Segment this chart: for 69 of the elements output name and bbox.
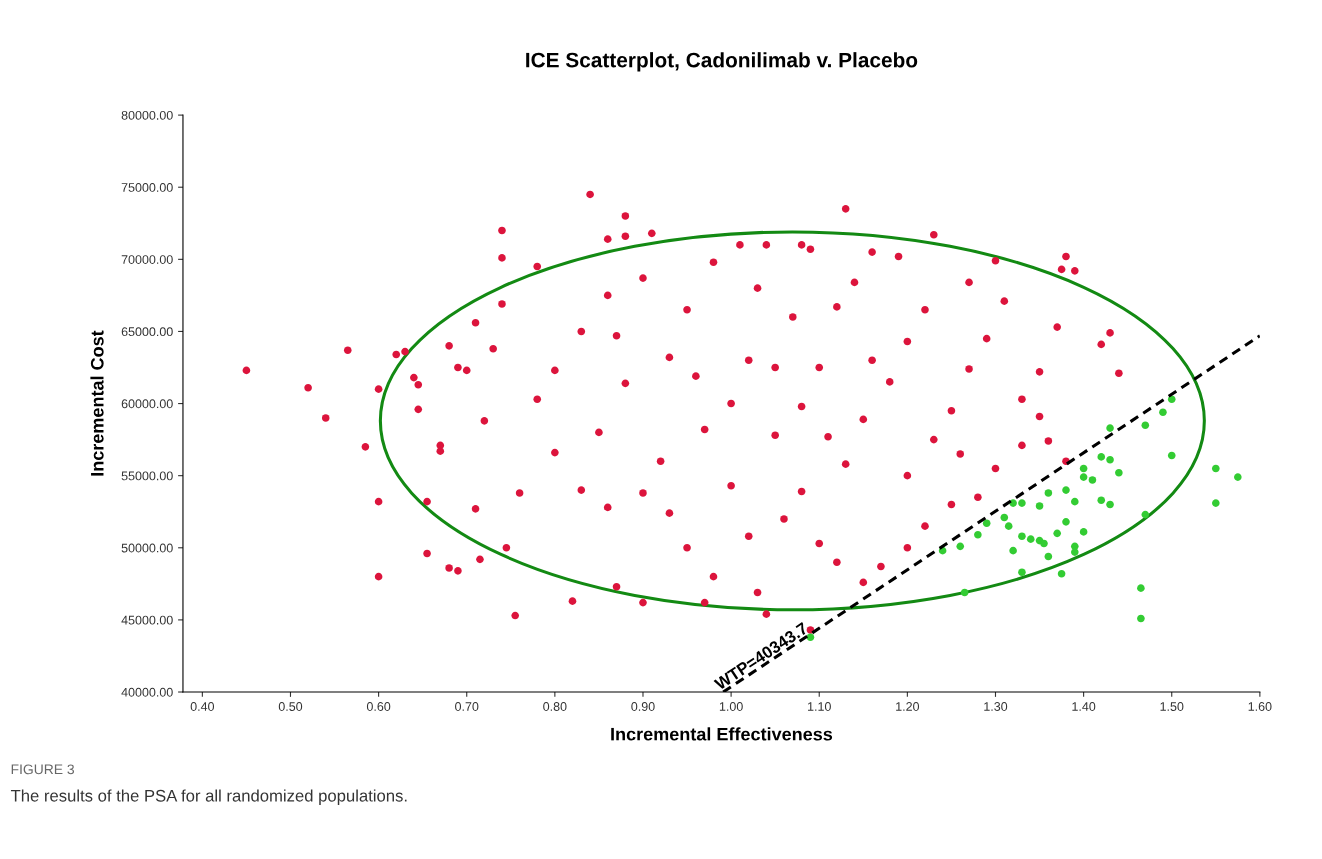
x-tick-label: 0.90: [631, 702, 655, 711]
point: [1234, 473, 1242, 481]
point: [1009, 499, 1017, 507]
y-tick-label: 50000.00: [121, 543, 173, 553]
point: [1106, 456, 1114, 464]
point: [1212, 499, 1220, 507]
point: [1062, 518, 1070, 526]
point: [956, 542, 965, 551]
point: [1071, 542, 1079, 551]
point: [1137, 614, 1145, 623]
text: The results of the PSA for all randomized populations.: [10, 789, 407, 805]
point: [806, 633, 815, 642]
x-tick-label: 0.40: [190, 702, 215, 711]
point: [982, 519, 991, 528]
point: [1018, 568, 1026, 577]
point: [1009, 546, 1017, 555]
point: [1000, 513, 1009, 522]
x-tick-label: 1.60: [1248, 702, 1272, 711]
point: [1044, 552, 1053, 561]
y-tick-label: 75000.00: [121, 183, 173, 192]
point: [1088, 476, 1097, 484]
x-tick-label: 1.20: [896, 702, 920, 711]
point: [1044, 489, 1053, 497]
point: [1079, 464, 1088, 473]
y-axis-title: Incremental Cost: [90, 330, 104, 476]
y-tick-label: 45000.00: [121, 615, 173, 625]
y-tick-label: 60000.00: [121, 399, 173, 409]
point: [1057, 569, 1066, 578]
point: [1018, 499, 1026, 507]
point: [1097, 496, 1106, 504]
y-tick-label: 65000.00: [121, 327, 173, 337]
point: [1141, 421, 1150, 429]
chart-title: ICE Scatterplot, Cadonilimab v. Placebo: [526, 52, 918, 72]
point: [1115, 468, 1123, 477]
x-tick-label: 1.40: [1072, 702, 1096, 711]
point: [1106, 500, 1114, 509]
point: [974, 531, 982, 539]
point: [1035, 502, 1044, 510]
point: [1053, 529, 1061, 538]
point: [1137, 584, 1145, 592]
point: [1071, 497, 1079, 506]
point: [1141, 510, 1150, 519]
y-tick-label: 70000.00: [121, 255, 173, 264]
y-tick-label: 80000.00: [121, 110, 173, 120]
point: [1159, 408, 1167, 417]
x-tick-label: 0.80: [543, 702, 567, 711]
point: [1018, 532, 1026, 541]
x-tick-label: 0.70: [455, 702, 479, 711]
y-tick-label: 40000.00: [121, 687, 173, 697]
x-tick-label: 1.00: [719, 702, 743, 711]
x-tick-label: 1.10: [808, 702, 831, 711]
x-tick-label: 1.50: [1160, 702, 1184, 711]
point: [1062, 486, 1070, 494]
x-tick-label: 1.30: [984, 702, 1008, 711]
point: [960, 588, 969, 597]
point: [1097, 453, 1106, 461]
x-tick-label: 0.60: [366, 702, 391, 711]
point: [1040, 539, 1048, 548]
point: [1106, 424, 1114, 432]
point: [1026, 535, 1035, 543]
point: [1004, 522, 1013, 530]
point: [1079, 473, 1088, 481]
y-tick-label: 55000.00: [121, 471, 173, 481]
x-axis-title: Incremental Effectiveness: [611, 727, 833, 741]
point: [1167, 451, 1176, 460]
caption: FIGURE 3: [11, 764, 75, 775]
point: [1079, 528, 1088, 536]
point: [1212, 464, 1220, 473]
x-tick-label: 0.50: [278, 702, 303, 711]
